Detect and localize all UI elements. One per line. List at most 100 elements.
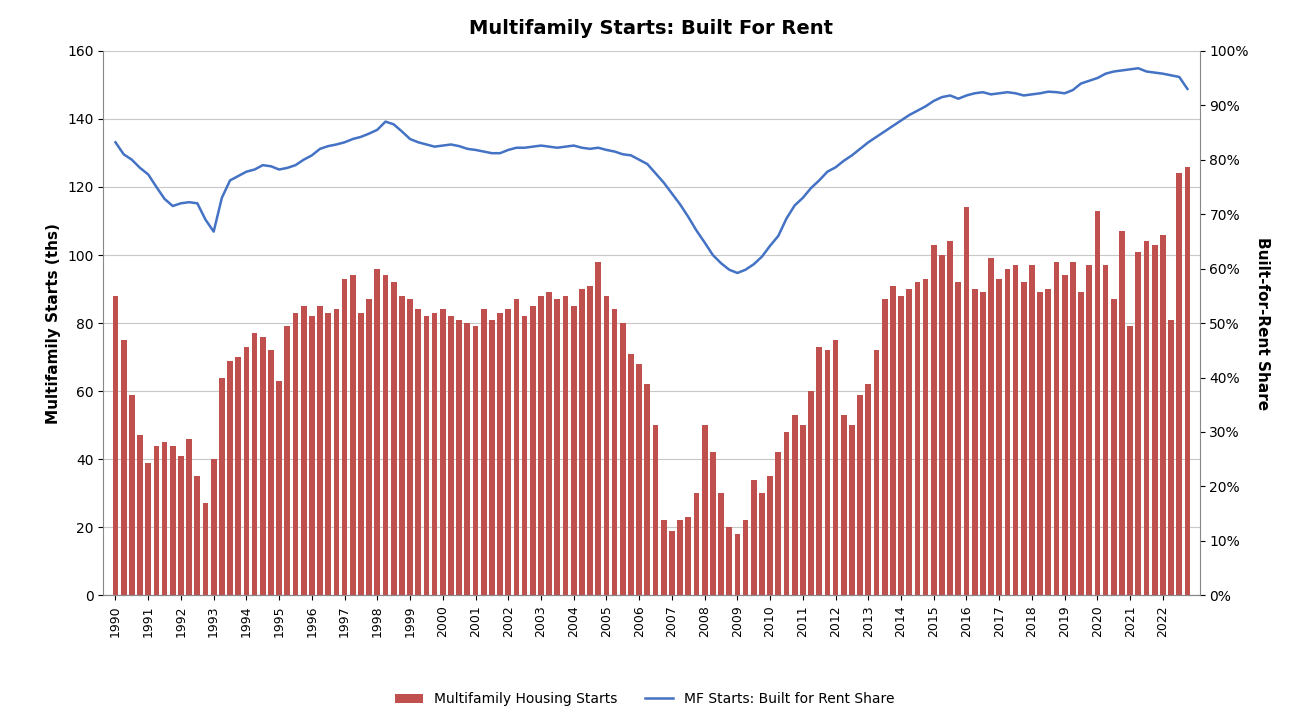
Bar	[956, 282, 961, 595]
Bar	[800, 425, 806, 595]
Bar	[259, 337, 266, 595]
Bar	[112, 295, 119, 595]
Bar	[571, 306, 577, 595]
Bar	[980, 293, 986, 595]
Bar	[1120, 231, 1125, 595]
Bar	[276, 381, 283, 595]
Bar	[497, 313, 503, 595]
Bar	[408, 299, 413, 595]
Bar	[210, 459, 217, 595]
Bar	[726, 527, 731, 595]
Bar	[334, 309, 339, 595]
Bar	[971, 289, 978, 595]
Bar	[1037, 293, 1044, 595]
Bar	[1152, 245, 1157, 595]
Bar	[988, 258, 993, 595]
Bar	[555, 299, 560, 595]
Bar	[489, 319, 495, 595]
Y-axis label: Built-for-Rent Share: Built-for-Rent Share	[1255, 237, 1269, 409]
Bar	[1135, 252, 1142, 595]
Legend: Multifamily Housing Starts, MF Starts: Built for Rent Share: Multifamily Housing Starts, MF Starts: B…	[390, 687, 900, 711]
Bar	[636, 364, 642, 595]
Bar	[743, 521, 748, 595]
Bar	[235, 357, 241, 595]
Bar	[448, 317, 454, 595]
Bar	[898, 295, 904, 595]
Bar	[841, 415, 846, 595]
Bar	[783, 432, 789, 595]
Bar	[513, 299, 520, 595]
Bar	[161, 442, 168, 595]
Bar	[939, 255, 944, 595]
Bar	[620, 323, 626, 595]
Bar	[342, 279, 347, 595]
Bar	[833, 340, 838, 595]
Bar	[751, 480, 757, 595]
Bar	[596, 262, 601, 595]
Bar	[506, 309, 511, 595]
Bar	[219, 378, 224, 595]
Bar	[285, 327, 290, 595]
Bar	[611, 309, 618, 595]
Bar	[579, 289, 584, 595]
Bar	[464, 323, 470, 595]
Bar	[432, 313, 437, 595]
Bar	[677, 521, 682, 595]
Bar	[538, 295, 544, 595]
Bar	[1127, 327, 1133, 595]
Bar	[792, 415, 797, 595]
Bar	[440, 309, 445, 595]
Bar	[1020, 282, 1027, 595]
Bar	[186, 439, 192, 595]
Bar	[1005, 269, 1010, 595]
Bar	[849, 425, 855, 595]
Bar	[1078, 293, 1084, 595]
Bar	[1054, 262, 1059, 595]
Bar	[1111, 299, 1117, 595]
Bar	[824, 350, 831, 595]
Bar	[685, 517, 691, 595]
Bar	[653, 425, 658, 595]
Bar	[660, 521, 667, 595]
Bar	[423, 317, 430, 595]
Bar	[1103, 265, 1108, 595]
Bar	[1062, 275, 1068, 595]
Bar	[374, 269, 381, 595]
Bar	[472, 327, 479, 595]
Bar	[996, 279, 1002, 595]
Bar	[817, 347, 822, 595]
Bar	[670, 531, 675, 595]
Bar	[947, 241, 953, 595]
Bar	[129, 394, 134, 595]
Bar	[768, 476, 773, 595]
Bar	[530, 306, 535, 595]
Bar	[521, 317, 528, 595]
Bar	[227, 361, 233, 595]
Bar	[350, 275, 356, 595]
Bar	[1086, 265, 1093, 595]
Bar	[873, 350, 880, 595]
Bar	[759, 493, 765, 595]
Bar	[866, 384, 871, 595]
Bar	[775, 452, 782, 595]
Bar	[457, 319, 462, 595]
Bar	[325, 313, 332, 595]
Y-axis label: Multifamily Starts (ths): Multifamily Starts (ths)	[46, 223, 62, 423]
Bar	[391, 282, 396, 595]
Bar	[481, 309, 486, 595]
Bar	[694, 493, 699, 595]
Bar	[415, 309, 421, 595]
Bar	[604, 295, 609, 595]
Bar	[546, 293, 552, 595]
Bar	[301, 306, 307, 595]
Bar	[645, 384, 650, 595]
Bar	[317, 306, 322, 595]
Bar	[366, 299, 372, 595]
Bar	[310, 317, 315, 595]
Bar	[1169, 319, 1174, 595]
Bar	[244, 347, 249, 595]
Bar	[252, 333, 258, 595]
Bar	[628, 354, 633, 595]
Bar	[915, 282, 920, 595]
Bar	[383, 275, 388, 595]
